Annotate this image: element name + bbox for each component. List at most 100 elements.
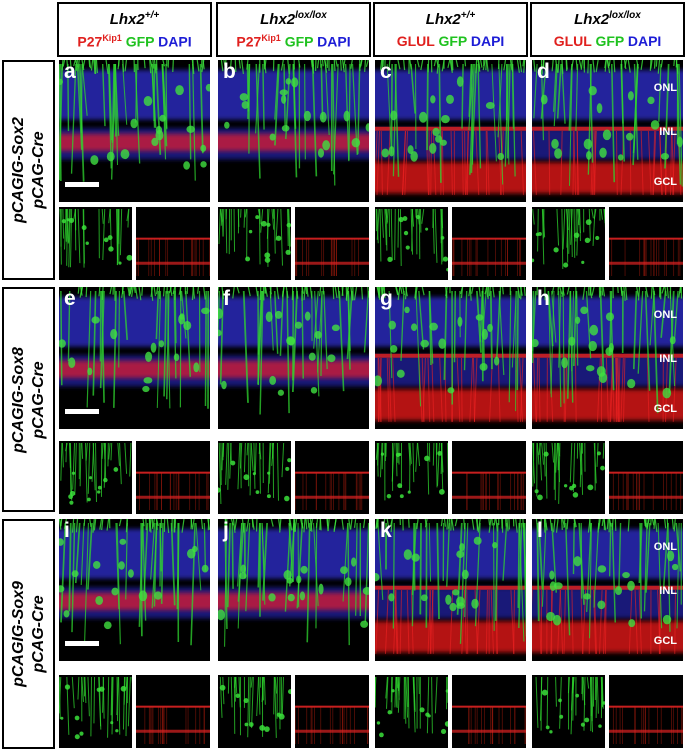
genotype-label: Lhx2lox/lox <box>532 10 683 28</box>
inset-red-channel <box>452 675 526 748</box>
micrograph-panel: j <box>218 519 369 661</box>
inset-green-channel <box>59 441 132 514</box>
column-header: Lhx2lox/lox P27Kip1 GFP DAPI <box>216 2 371 57</box>
genotype-superscript: lox/lox <box>295 10 327 21</box>
inset-green-channel <box>375 441 448 514</box>
micrograph-panel: c <box>375 60 526 202</box>
stain-red: GLUL <box>396 33 435 49</box>
inset-red-channel <box>136 675 210 748</box>
inset-red-channel <box>136 441 210 514</box>
genotype-label: Lhx2+/+ <box>59 10 210 28</box>
construct-line-1: pCAGIG-Sox9 <box>9 581 27 687</box>
row-label-box: pCAGIG-Sox9 pCAG-Cre <box>2 519 55 749</box>
stain-label: GLUL GFP DAPI <box>375 33 526 49</box>
inset-red-channel <box>295 441 369 514</box>
genotype-superscript: +/+ <box>460 10 476 21</box>
inset-image <box>136 675 210 748</box>
inset-green-channel <box>532 675 605 748</box>
inset-image <box>218 441 291 514</box>
stain-red-superscript: Kip1 <box>261 33 281 43</box>
genotype-base: Lhx2 <box>109 11 145 28</box>
inset-image <box>218 207 291 280</box>
genotype-label: Lhx2lox/lox <box>218 10 369 28</box>
inset-red-channel <box>136 207 210 280</box>
inset-image <box>609 675 683 748</box>
construct-line-1: pCAGIG-Sox2 <box>9 117 27 223</box>
stain-green: GFP <box>595 33 624 49</box>
micrograph-image <box>218 60 369 202</box>
genotype-base: Lhx2 <box>574 11 610 28</box>
inset-image <box>59 207 132 280</box>
inset-green-channel <box>532 441 605 514</box>
inset-image <box>295 441 369 514</box>
stain-label: P27Kip1 GFP DAPI <box>59 33 210 50</box>
scale-bar <box>65 182 99 187</box>
panel-letter: l <box>537 519 543 542</box>
micrograph-panel: k <box>375 519 526 661</box>
inset-green-channel <box>59 675 132 748</box>
inset-image <box>452 207 526 280</box>
micrograph-image <box>218 519 369 661</box>
stain-red: P27 <box>77 33 103 50</box>
construct-line-2: pCAG-Cre <box>29 131 47 209</box>
scale-bar <box>65 409 99 414</box>
inset-image <box>295 207 369 280</box>
inset-red-channel <box>609 207 683 280</box>
micrograph-image <box>59 60 210 202</box>
inset-image <box>136 441 210 514</box>
construct-label: pCAGIG-Sox9 pCAG-Cre <box>9 581 49 687</box>
inset-image <box>59 441 132 514</box>
column-header: Lhx2+/+ GLUL GFP DAPI <box>373 2 528 57</box>
micrograph-panel: b <box>218 60 369 202</box>
inset-green-channel <box>218 207 291 280</box>
panel-letter: c <box>380 60 392 83</box>
layer-label-onl: ONL <box>653 82 677 94</box>
stain-green: GFP <box>284 33 314 50</box>
panel-letter: b <box>223 60 236 83</box>
row-label-box: pCAGIG-Sox8 pCAG-Cre <box>2 287 55 512</box>
stain-blue: DAPI <box>317 33 351 50</box>
micrograph-panel: a <box>59 60 210 202</box>
inset-image <box>136 207 210 280</box>
construct-line-1: pCAGIG-Sox8 <box>9 346 27 453</box>
micrograph-image <box>375 519 526 661</box>
panel-letter: a <box>64 60 76 83</box>
stain-red-superscript: Kip1 <box>102 33 122 43</box>
panel-letter: k <box>380 519 392 542</box>
inset-red-channel <box>295 675 369 748</box>
inset-image <box>452 441 526 514</box>
inset-green-channel <box>375 675 448 748</box>
panel-letter: h <box>537 287 550 310</box>
layer-label-inl: INL <box>659 585 677 597</box>
inset-green-channel <box>218 675 291 748</box>
scale-bar <box>65 641 99 646</box>
micrograph-image <box>59 287 210 429</box>
micrograph-image <box>532 60 683 202</box>
micrograph-image <box>375 287 526 429</box>
inset-red-channel <box>609 441 683 514</box>
construct-line-2: pCAG-Cre <box>29 360 47 439</box>
inset-image <box>59 675 132 748</box>
inset-red-channel <box>452 207 526 280</box>
inset-image <box>532 675 605 748</box>
panel-letter: e <box>64 287 76 310</box>
stain-blue: DAPI <box>627 33 662 49</box>
construct-line-2: pCAG-Cre <box>29 595 47 673</box>
inset-green-channel <box>375 207 448 280</box>
micrograph-panel: d ONL INL GCL <box>532 60 683 202</box>
panel-letter: i <box>64 519 70 542</box>
construct-label: pCAGIG-Sox2 pCAG-Cre <box>9 117 49 223</box>
construct-label: pCAGIG-Sox8 pCAG-Cre <box>9 347 49 453</box>
micrograph-image <box>532 519 683 661</box>
inset-green-channel <box>59 207 132 280</box>
inset-green-channel <box>218 441 291 514</box>
inset-image <box>452 675 526 748</box>
stain-label: GLUL GFP DAPI <box>532 33 683 49</box>
row-label-box: pCAGIG-Sox2 pCAG-Cre <box>2 60 55 280</box>
inset-image <box>295 675 369 748</box>
column-header: Lhx2lox/lox GLUL GFP DAPI <box>530 2 685 57</box>
inset-red-channel <box>609 675 683 748</box>
genotype-superscript: +/+ <box>144 10 160 21</box>
stain-label: P27Kip1 GFP DAPI <box>218 33 369 50</box>
